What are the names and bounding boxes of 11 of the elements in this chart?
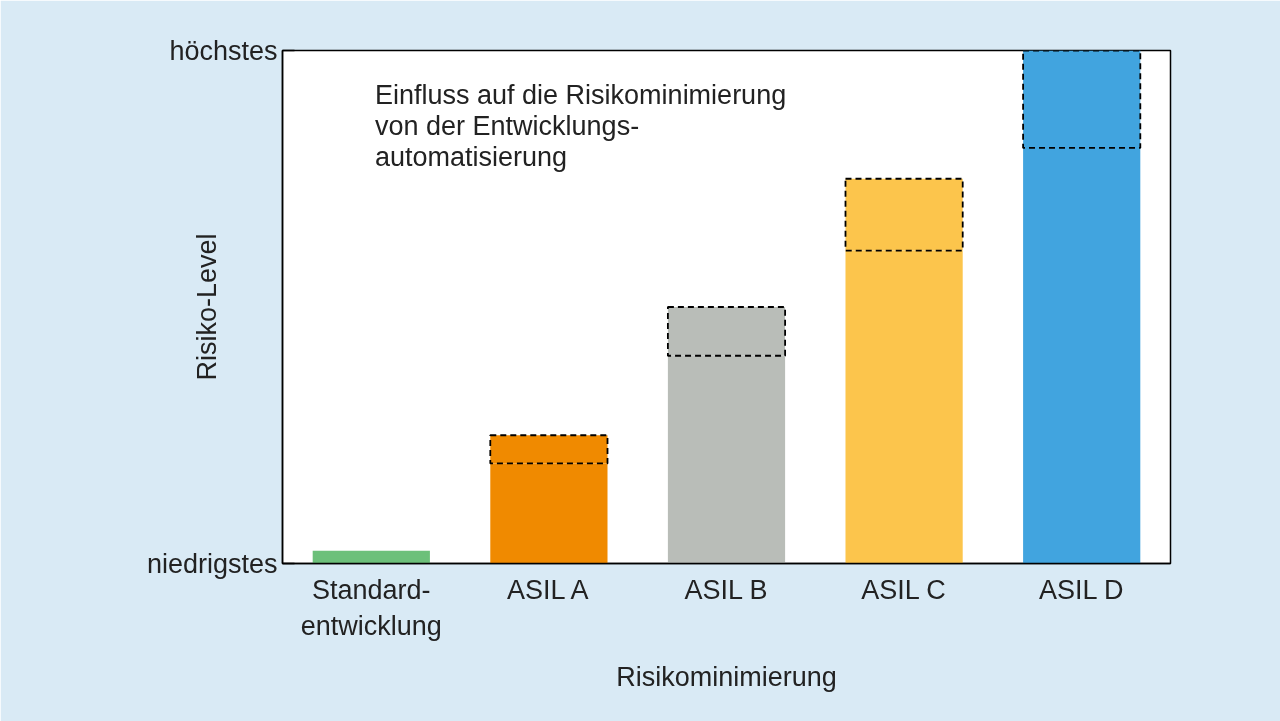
x-tick-label: Standard- entwicklung: [300, 574, 442, 641]
bar: [312, 550, 430, 564]
x-tick-label: ASIL A: [506, 574, 589, 605]
x-tick-label: ASIL B: [684, 574, 768, 605]
x-tick-label: ASIL C: [861, 574, 946, 605]
text: niedrigstes: [146, 548, 278, 579]
x-tick-label: ASIL D: [1038, 574, 1124, 605]
text: höchstes: [169, 35, 278, 66]
text: Einfluss auf die Risikominimierung von der Entwicklungs- automatisierung: [375, 80, 787, 173]
y-axis-title: Risiko-Level: [191, 233, 222, 381]
x-axis-title: Risikominimierung: [616, 661, 837, 692]
